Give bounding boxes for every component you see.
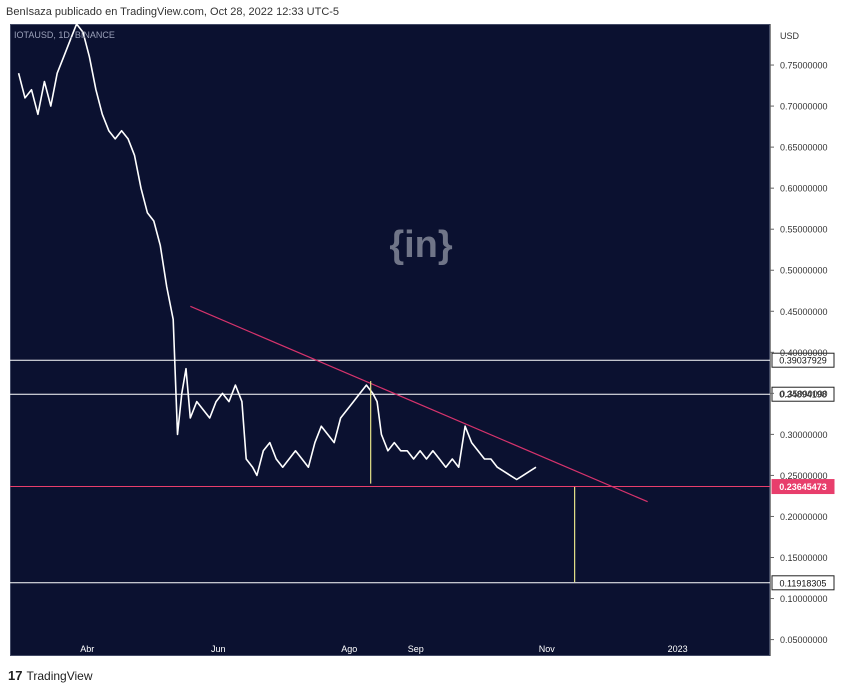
y-tick-label-5: 0.30000000 [780,430,828,440]
symbol-label: IOTAUSD, 1D, BINANCE [14,30,115,40]
x-tick-label-5: 2023 [668,644,688,654]
attribution-header: BenIsaza publicado en TradingView.com, O… [6,6,340,18]
y-tick-label-11: 0.60000000 [780,184,828,194]
level-price-box-2 [771,479,835,495]
level-price-label-1: 0.34894198 [779,390,827,400]
watermark-logo: {in} [389,224,453,266]
descending-trendline[interactable] [190,305,648,503]
y-tick-label-14: 0.75000000 [780,61,828,71]
level-price-box-1 [771,386,835,402]
y-tick-label-0: 0.05000000 [780,635,828,645]
price-line[interactable] [17,24,537,481]
x-tick-label-1: Jun [211,644,226,654]
y-tick-label-9: 0.50000000 [780,266,828,276]
y-tick-label-7: 0.40000000 [780,348,828,358]
y-tick-label-3: 0.20000000 [780,512,828,522]
y-tick-label-1: 0.10000000 [780,594,828,604]
x-tick-label-2: Ago [341,644,357,654]
level-price-label-3: 0.11918305 [780,578,827,588]
currency-label: USD [780,31,800,41]
footer-brand: 17 TradingView [8,668,93,683]
y-tick-label-12: 0.65000000 [780,143,828,153]
x-tick-label-3: Sep [408,644,424,654]
chart-plot-area[interactable] [10,24,770,656]
price-axis-panel[interactable] [770,24,842,656]
y-tick-label-2: 0.15000000 [780,553,828,563]
y-tick-label-10: 0.55000000 [780,225,828,235]
level-price-label-0: 0.39037929 [779,356,827,366]
x-tick-label-0: Abr [80,644,94,654]
y-tick-label-13: 0.70000000 [780,102,828,112]
footer-brand-text: TradingView [26,668,93,683]
y-tick-label-8: 0.45000000 [780,307,828,317]
x-tick-label-4: Nov [539,644,556,654]
level-price-label-2: 0.23645473 [779,482,827,492]
tradingview-logo-icon: 17 [8,668,23,683]
y-tick-label-4: 0.25000000 [780,471,828,481]
level-price-box-3 [771,575,835,591]
y-tick-label-6: 0.35000000 [780,389,828,399]
level-price-box-0 [771,352,835,368]
